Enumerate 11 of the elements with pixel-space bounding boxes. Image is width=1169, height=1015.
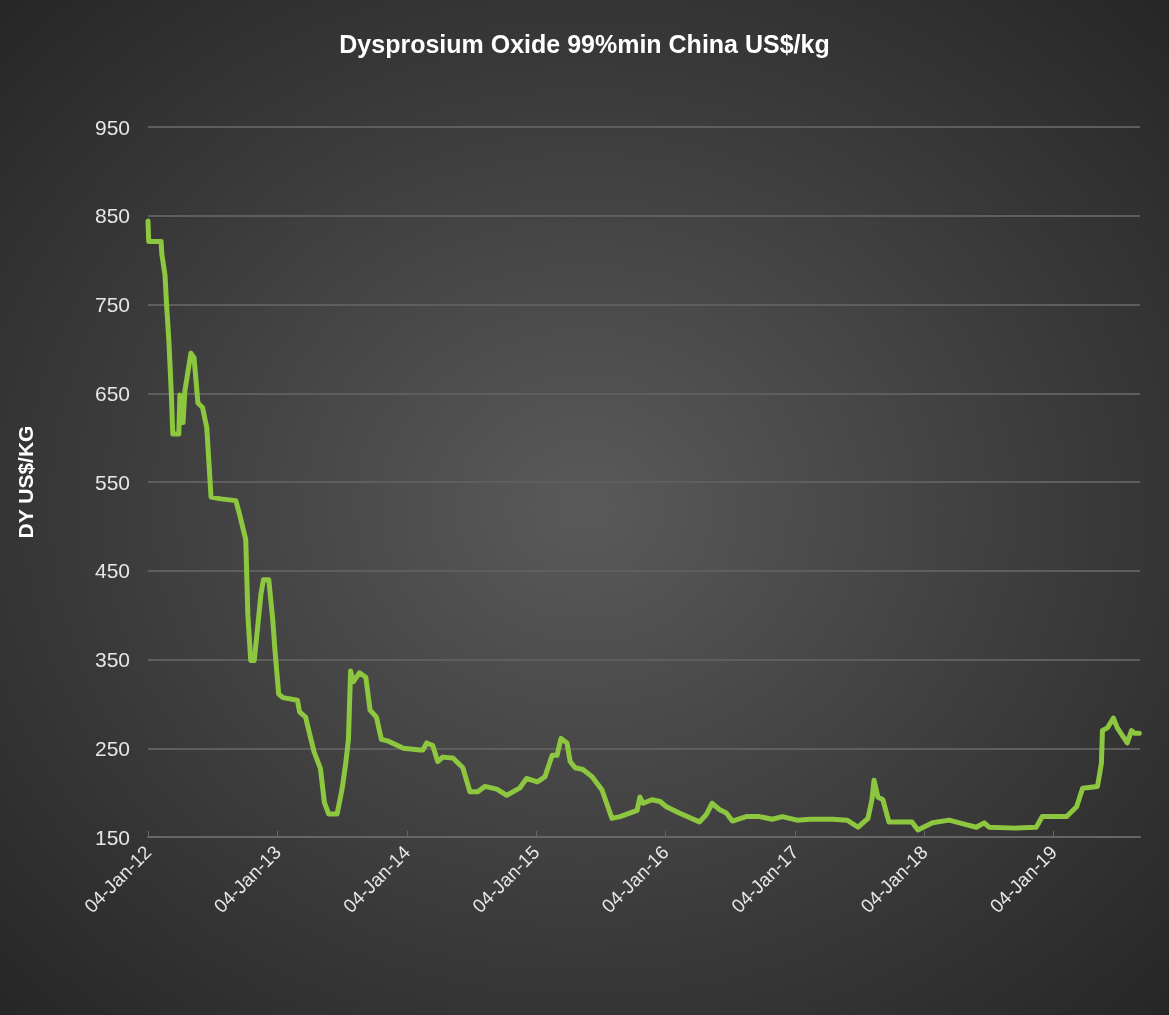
y-axis-title: DY US$/KG bbox=[14, 425, 37, 539]
y-tick-label: 250 bbox=[94, 736, 130, 760]
y-tick-label: 950 bbox=[94, 115, 130, 139]
y-tick-label: 850 bbox=[94, 204, 130, 228]
y-tick-label: 650 bbox=[94, 381, 130, 405]
y-tick-label: 150 bbox=[94, 825, 130, 849]
y-tick-label: 350 bbox=[94, 648, 130, 671]
chart-title: Dysprosium Oxide 99%min China US$/kg bbox=[339, 29, 830, 58]
y-tick-label: 550 bbox=[94, 470, 130, 494]
y-tick-label: 750 bbox=[94, 293, 130, 316]
y-tick-label: 450 bbox=[94, 559, 130, 583]
